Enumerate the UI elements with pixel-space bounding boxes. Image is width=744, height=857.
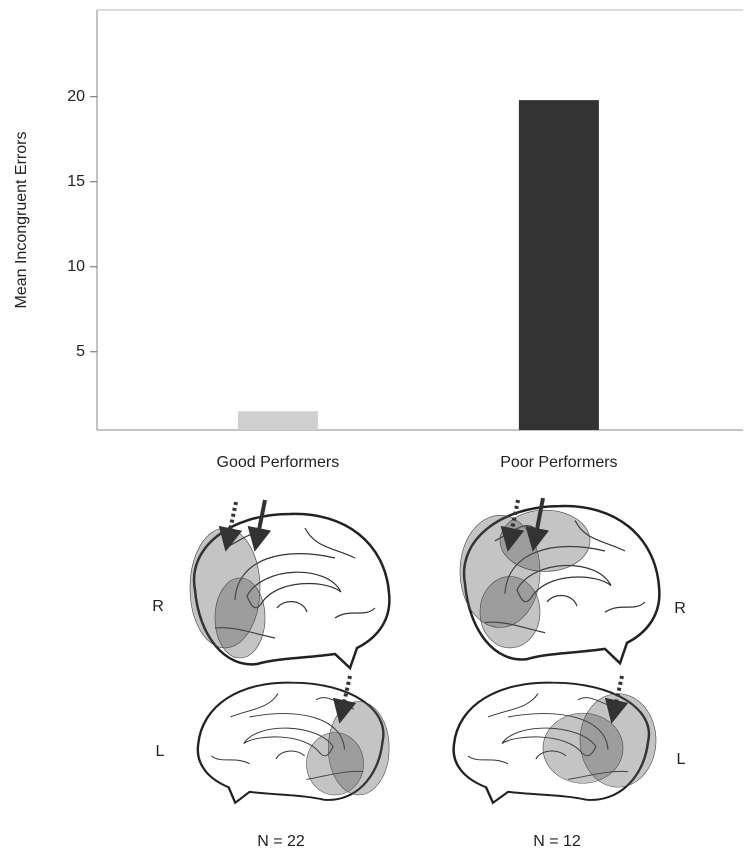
bar xyxy=(519,100,599,430)
figure: R L R L N = 22 N = 12 Mean Incongruent E… xyxy=(0,0,744,857)
hemisphere-label: R xyxy=(674,600,686,617)
brain-left-good xyxy=(198,683,389,803)
n-label: N = 12 xyxy=(533,833,581,850)
hemisphere-label: L xyxy=(156,743,165,760)
bar xyxy=(238,411,318,430)
y-tick-label: 20 xyxy=(67,88,85,105)
brain-right-poor xyxy=(460,506,659,663)
brain-left-poor xyxy=(454,683,656,803)
hemisphere-label: R xyxy=(152,598,164,615)
y-tick-label: 15 xyxy=(67,173,85,190)
x-tick-label: Good Performers xyxy=(217,454,340,471)
brain-right-good xyxy=(190,514,389,668)
hemisphere-label: L xyxy=(677,751,686,768)
x-tick-label: Poor Performers xyxy=(500,454,617,471)
n-label: N = 22 xyxy=(257,833,305,850)
y-axis-title: Mean Incongruent Errors xyxy=(13,132,30,309)
y-tick-label: 10 xyxy=(67,258,85,275)
y-tick-label: 5 xyxy=(76,343,85,360)
